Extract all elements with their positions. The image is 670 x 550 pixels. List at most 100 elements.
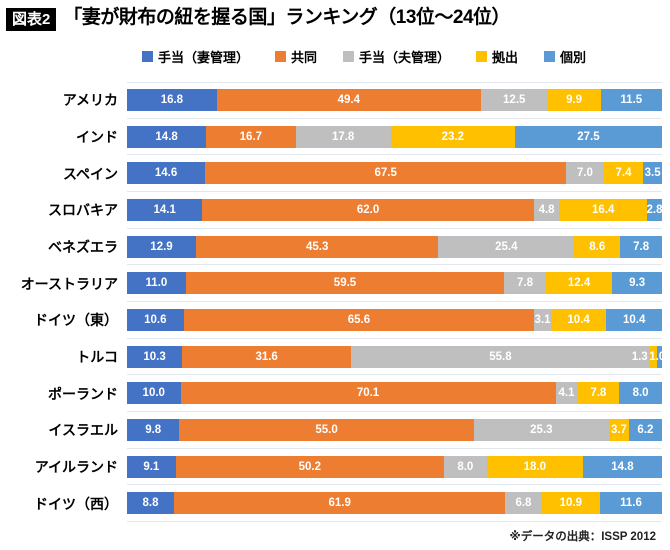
- bar-track: 10.6 65.6 3.1 10.4 10.4: [127, 302, 662, 339]
- segment-value-label: 10.4: [622, 313, 646, 326]
- bar-segment: 17.8: [295, 125, 391, 148]
- segment-value-label: 1.0: [649, 350, 666, 363]
- bar-segment: 31.6: [182, 345, 352, 368]
- segment-value-label: 11.0: [145, 277, 168, 290]
- bar-segment: 9.1: [127, 455, 176, 478]
- segment-value-label: 49.4: [337, 94, 361, 107]
- category-label: ドイツ（西）: [34, 495, 118, 512]
- segment-value-label: 12.5: [503, 94, 526, 107]
- figure-number-badge: 図表2: [6, 8, 57, 31]
- segment-value-label: 55.8: [489, 350, 512, 363]
- bar-segment: 3.7: [609, 418, 629, 441]
- category-label: アメリカ: [62, 92, 118, 109]
- segment-value-label: 12.9: [150, 240, 173, 253]
- bar-segment: 10.6: [127, 308, 184, 331]
- segment-value-label: 7.8: [517, 277, 534, 290]
- segment-value-label: 2.8: [646, 203, 663, 216]
- bar-segment: 67.5: [205, 162, 567, 185]
- segment-value-label: 8.6: [589, 240, 606, 253]
- segment-value-label: 25.4: [495, 240, 518, 253]
- segment-value-label: 27.5: [577, 130, 600, 143]
- bar-segment: 16.4: [559, 198, 648, 221]
- chart-row: オーストラリア 11.0 59.5 7.8 12.4 9.3: [6, 265, 662, 303]
- stacked-bar: 8.8 61.9 6.8 10.9 11.6: [127, 492, 662, 515]
- segment-value-label: 10.4: [567, 313, 590, 326]
- bar-segment: 55.8: [351, 345, 650, 368]
- bar-segment: 9.9: [547, 89, 601, 112]
- legend-swatch-icon: [274, 51, 286, 62]
- bar-segment: 9.8: [127, 418, 180, 441]
- stacked-bar-chart: アメリカ 16.8 49.4 12.5 9.9 11.5 インド 14.8 16.7 17.8 23…: [6, 82, 665, 523]
- bar-segment: 27.5: [514, 125, 663, 148]
- bar-segment: 6.8: [505, 492, 542, 515]
- bar-segment: 14.6: [127, 162, 206, 185]
- bar-segment: 7.8: [577, 382, 620, 405]
- legend-label: 共同: [290, 50, 317, 65]
- segment-value-label: 3.5: [644, 167, 661, 180]
- bar-segment: 49.4: [216, 89, 481, 112]
- segment-value-label: 9.1: [143, 460, 160, 473]
- bar-track: 11.0 59.5 7.8 12.4 9.3: [127, 265, 662, 303]
- category-label: アイルランド: [34, 459, 118, 476]
- stacked-bar: 14.6 67.5 7.0 7.4 3.5: [127, 162, 662, 185]
- segment-value-label: 7.0: [576, 167, 593, 180]
- segment-value-label: 70.1: [356, 387, 380, 400]
- bar-segment: 8.0: [619, 382, 662, 405]
- bar-track: 14.6 67.5 7.0 7.4 3.5: [127, 155, 662, 193]
- segment-value-label: 62.0: [356, 203, 380, 216]
- category-label: インド: [76, 129, 118, 145]
- bar-segment: 3.1: [534, 308, 551, 331]
- legend-label: 拠出: [492, 50, 519, 65]
- segment-value-label: 8.8: [142, 497, 159, 510]
- segment-value-label: 4.1: [558, 387, 575, 400]
- segment-value-label: 9.3: [629, 277, 646, 290]
- stacked-bar: 9.8 55.0 25.3 3.7 6.2: [127, 418, 663, 441]
- segment-value-label: 10.3: [143, 350, 166, 363]
- segment-value-label: 6.2: [637, 423, 654, 436]
- bar-segment: 55.0: [179, 418, 474, 441]
- segment-value-label: 10.6: [144, 313, 167, 326]
- bar-segment: 25.3: [473, 418, 610, 441]
- bar-segment: 8.6: [574, 235, 621, 258]
- segment-value-label: 10.9: [559, 497, 582, 510]
- bar-segment: 7.8: [620, 235, 663, 258]
- bar-segment: 10.3: [127, 345, 183, 368]
- segment-value-label: 8.0: [457, 460, 474, 473]
- bar-segment: 11.5: [600, 89, 663, 112]
- stacked-bar: 10.3 31.6 55.8 1.3 1.0: [127, 345, 665, 368]
- chart-row: ベネズエラ 12.9 45.3 25.4 8.6 7.8: [6, 229, 663, 266]
- bar-segment: 7.8: [504, 272, 546, 295]
- legend-swatch-icon: [342, 51, 354, 62]
- bar-segment: 2.8: [646, 198, 663, 221]
- bar-segment: 12.4: [545, 272, 613, 295]
- bar-track: 9.8 55.0 25.3 3.7 6.2: [127, 412, 663, 449]
- bar-segment: 23.2: [390, 125, 515, 148]
- chart-legend: 手当（妻管理） 共同 手当（夫管理） 拠出 個別: [66, 47, 662, 66]
- bar-segment: 14.8: [582, 455, 662, 478]
- bar-track: 8.8 61.9 6.8 10.9 11.6: [127, 485, 662, 523]
- segment-value-label: 67.5: [374, 167, 397, 180]
- legend-item: 拠出: [476, 47, 518, 66]
- stacked-bar: 16.8 49.4 12.5 9.9 11.5: [127, 89, 663, 112]
- chart-row: スペイン 14.6 67.5 7.0 7.4 3.5: [6, 155, 662, 193]
- segment-value-label: 31.6: [255, 350, 278, 363]
- segment-value-label: 65.6: [347, 313, 371, 326]
- stacked-bar: 10.0 70.1 4.1 7.8 8.0: [127, 382, 662, 405]
- segment-value-label: 3.7: [610, 423, 627, 436]
- bar-segment: 1.0: [649, 345, 665, 368]
- category-label: ポーランド: [48, 385, 118, 402]
- bar-segment: 16.8: [127, 89, 217, 112]
- bar-track: 12.9 45.3 25.4 8.6 7.8: [127, 229, 663, 266]
- legend-item: 共同: [274, 47, 317, 66]
- bar-track: 10.0 70.1 4.1 7.8 8.0: [127, 375, 662, 413]
- segment-value-label: 9.8: [145, 423, 162, 436]
- legend-swatch-icon: [476, 51, 487, 62]
- bar-segment: 8.0: [443, 455, 487, 478]
- stacked-bar: 11.0 59.5 7.8 12.4 9.3: [127, 272, 662, 295]
- segment-value-label: 16.7: [239, 130, 263, 143]
- segment-value-label: 18.0: [523, 460, 546, 473]
- bar-segment: 16.7: [206, 125, 296, 148]
- segment-value-label: 9.9: [566, 94, 583, 107]
- category-label: オーストラリア: [20, 275, 118, 292]
